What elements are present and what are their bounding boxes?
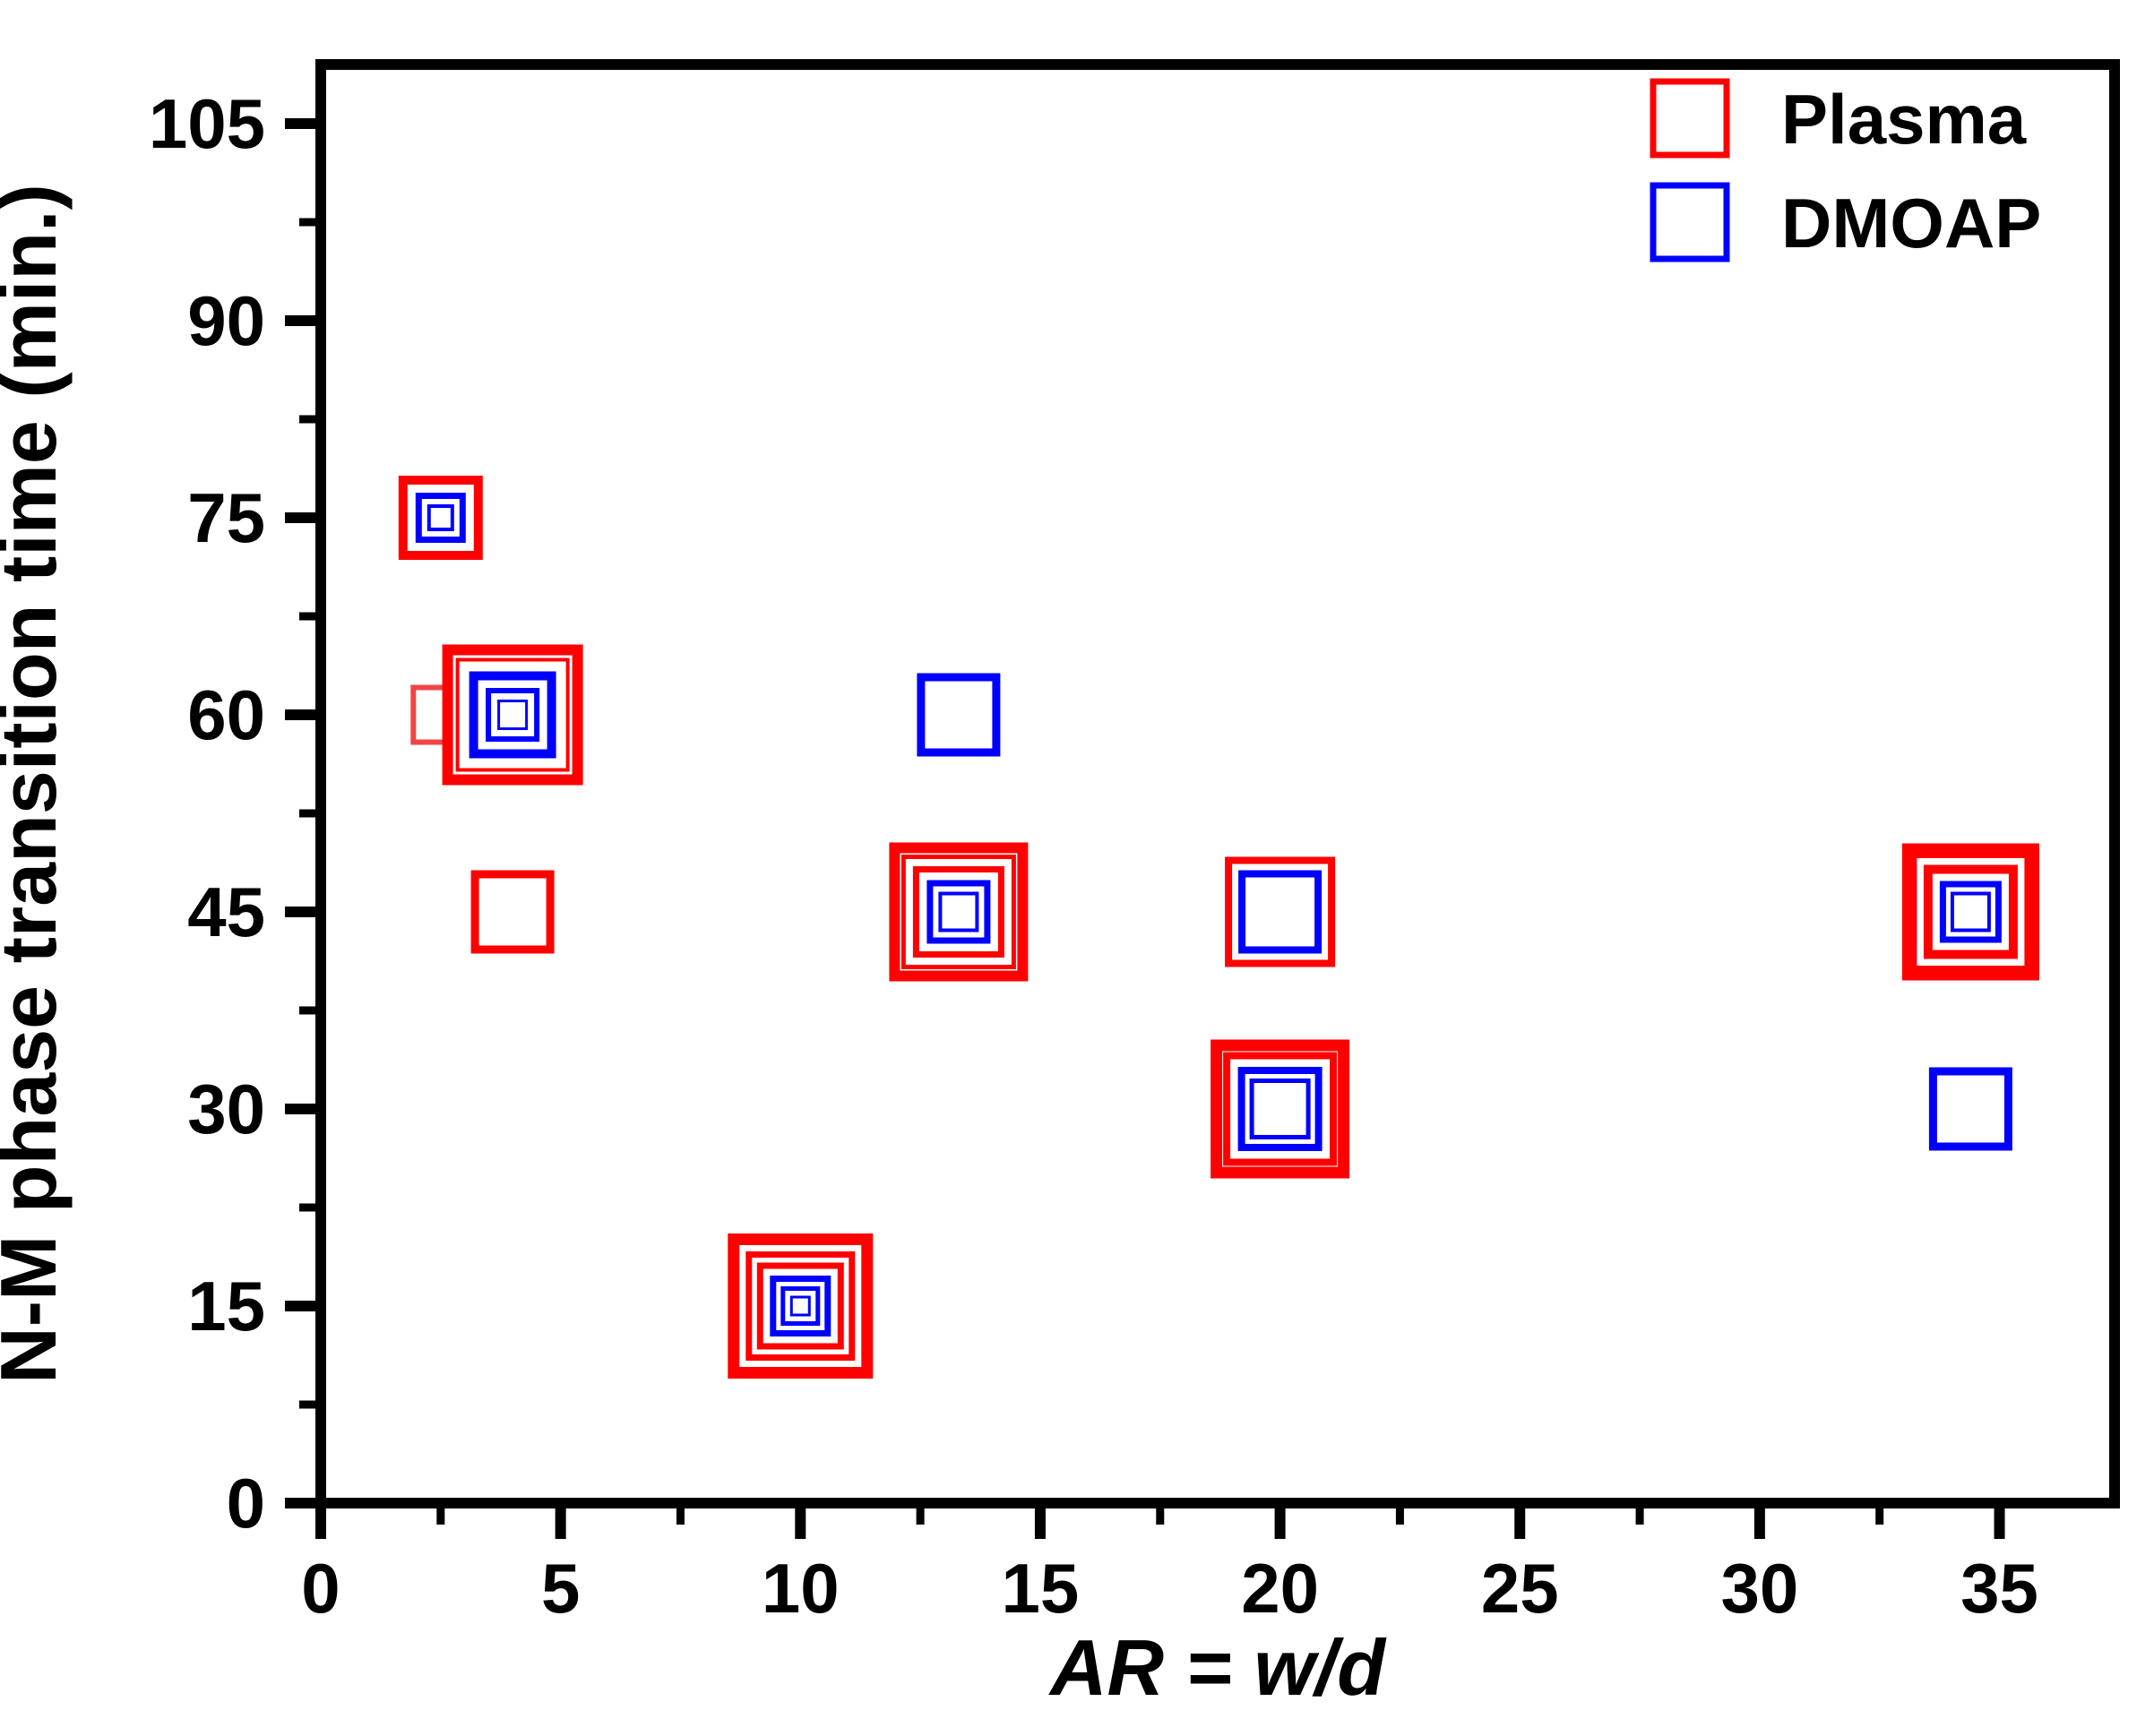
- x-tick-label: 30: [1720, 1549, 1798, 1628]
- y-tick-label: 30: [187, 1070, 265, 1148]
- y-tick-label: 75: [187, 478, 265, 557]
- x-tick-label: 5: [541, 1549, 580, 1628]
- plot-area: 0 5 10 15 20 25 30 35 0 15 30 45 60 75 90 105: [149, 59, 2120, 1628]
- marker-ring: [938, 891, 979, 932]
- legend-swatch-dmoap: [1650, 182, 1730, 262]
- marker-ring: [1249, 1079, 1311, 1139]
- x-tick-label: 10: [762, 1549, 840, 1628]
- y-tick-label: 0: [227, 1464, 265, 1543]
- marker-ring: [1950, 891, 1991, 932]
- legend-label-plasma: Plasma: [1781, 80, 2027, 159]
- y-tick-label: 15: [187, 1267, 265, 1345]
- marker-ring: [470, 870, 555, 954]
- x-tick-label: 15: [1002, 1549, 1080, 1628]
- legend-swatch-plasma: [1650, 78, 1730, 159]
- y-tick-label: 60: [187, 675, 265, 754]
- y-tick-label: 90: [187, 281, 265, 360]
- y-tick-label: 45: [187, 872, 265, 951]
- marker-ring: [497, 700, 529, 730]
- y-axis-title: N-M phase transition time (min.): [0, 184, 73, 1384]
- marker-ring: [1238, 870, 1323, 954]
- x-tick-label: 20: [1241, 1549, 1319, 1628]
- x-tick-label: 25: [1481, 1549, 1559, 1628]
- legend: Plasma DMOAP: [1650, 78, 2041, 262]
- legend-label-dmoap: DMOAP: [1781, 184, 2041, 262]
- x-tick-label: 35: [1960, 1549, 2038, 1628]
- marker-ring: [917, 673, 1001, 757]
- marker-ring: [1928, 1067, 2012, 1151]
- plot-border: [315, 59, 2120, 1508]
- marker-ring: [789, 1295, 811, 1317]
- x-tick-label: 0: [301, 1549, 340, 1628]
- x-axis-title: AR = w/d: [1048, 1623, 1387, 1712]
- y-tick-label: 105: [149, 84, 265, 163]
- marker-ring: [426, 504, 454, 531]
